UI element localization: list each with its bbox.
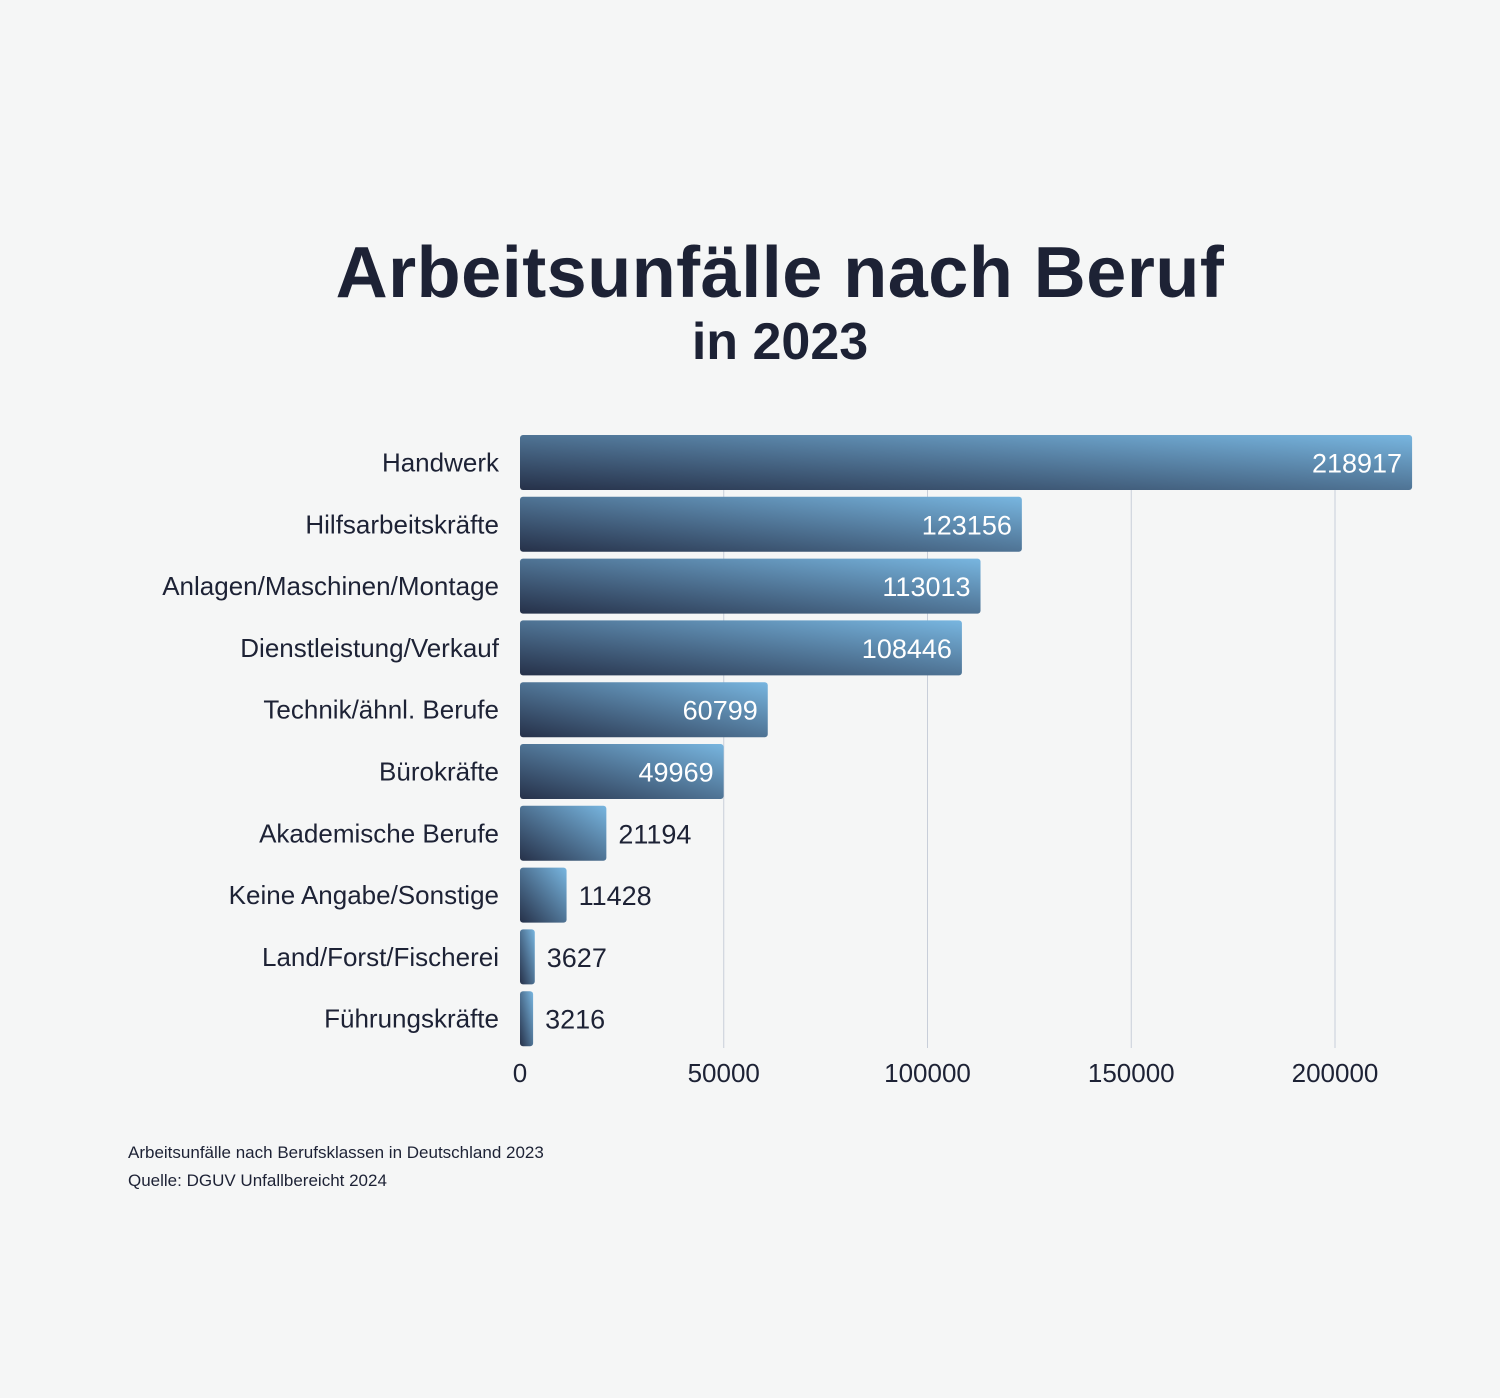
- labels: 0 50000 100000 150000 200000 Handwerk 218917 Hi…: [162, 448, 1402, 1089]
- bar-8: [520, 929, 535, 985]
- category-label: Akademische Berufe: [259, 818, 499, 848]
- category-label: Bürokräfte: [379, 757, 499, 787]
- chart-title: Arbeitsunfälle nach Beruf: [335, 233, 1225, 313]
- bar-4: [520, 682, 768, 738]
- value-label: 3627: [547, 943, 607, 973]
- x-tick-label: 150000: [1088, 1058, 1175, 1088]
- bar-6: [520, 805, 607, 861]
- value-label: 218917: [1312, 449, 1402, 479]
- value-label: 108446: [862, 634, 952, 664]
- bar-2: [520, 558, 981, 614]
- category-label: Dienstleistung/Verkauf: [240, 633, 499, 663]
- bar-5: [520, 744, 724, 799]
- value-label: 60799: [683, 696, 758, 726]
- bar-9: [520, 991, 534, 1047]
- value-label: 21194: [618, 819, 691, 849]
- category-label: Land/Forst/Fischerei: [262, 942, 499, 972]
- chart-subtitle: in 2023: [691, 313, 869, 371]
- category-label: Hilfsarbeitskräfte: [305, 509, 499, 539]
- category-label: Keine Angabe/Sonstige: [229, 880, 499, 910]
- footnote-description: Arbeitsunfälle nach Berufsklassen in Deu…: [128, 1143, 544, 1162]
- bar-0: [520, 435, 1413, 490]
- value-label: 11428: [579, 881, 652, 911]
- category-label: Anlagen/Maschinen/Montage: [162, 571, 499, 601]
- bars: [520, 435, 1413, 1047]
- bar-7: [520, 867, 567, 923]
- footnote-source: Quelle: DGUV Unfallbereicht 2024: [128, 1171, 387, 1190]
- x-tick-label: 200000: [1292, 1058, 1379, 1088]
- x-tick-label: 50000: [688, 1058, 760, 1088]
- bar-3: [520, 620, 962, 676]
- value-label: 49969: [639, 758, 714, 788]
- category-label: Handwerk: [382, 448, 500, 478]
- category-label: Führungskräfte: [324, 1004, 499, 1034]
- category-label: Technik/ähnl. Berufe: [263, 695, 499, 725]
- value-label: 123156: [922, 510, 1012, 540]
- value-label: 3216: [545, 1005, 605, 1035]
- x-tick-label: 0: [513, 1058, 527, 1088]
- value-label: 113013: [882, 572, 970, 602]
- x-tick-label: 100000: [884, 1058, 971, 1088]
- bar-1: [520, 496, 1022, 552]
